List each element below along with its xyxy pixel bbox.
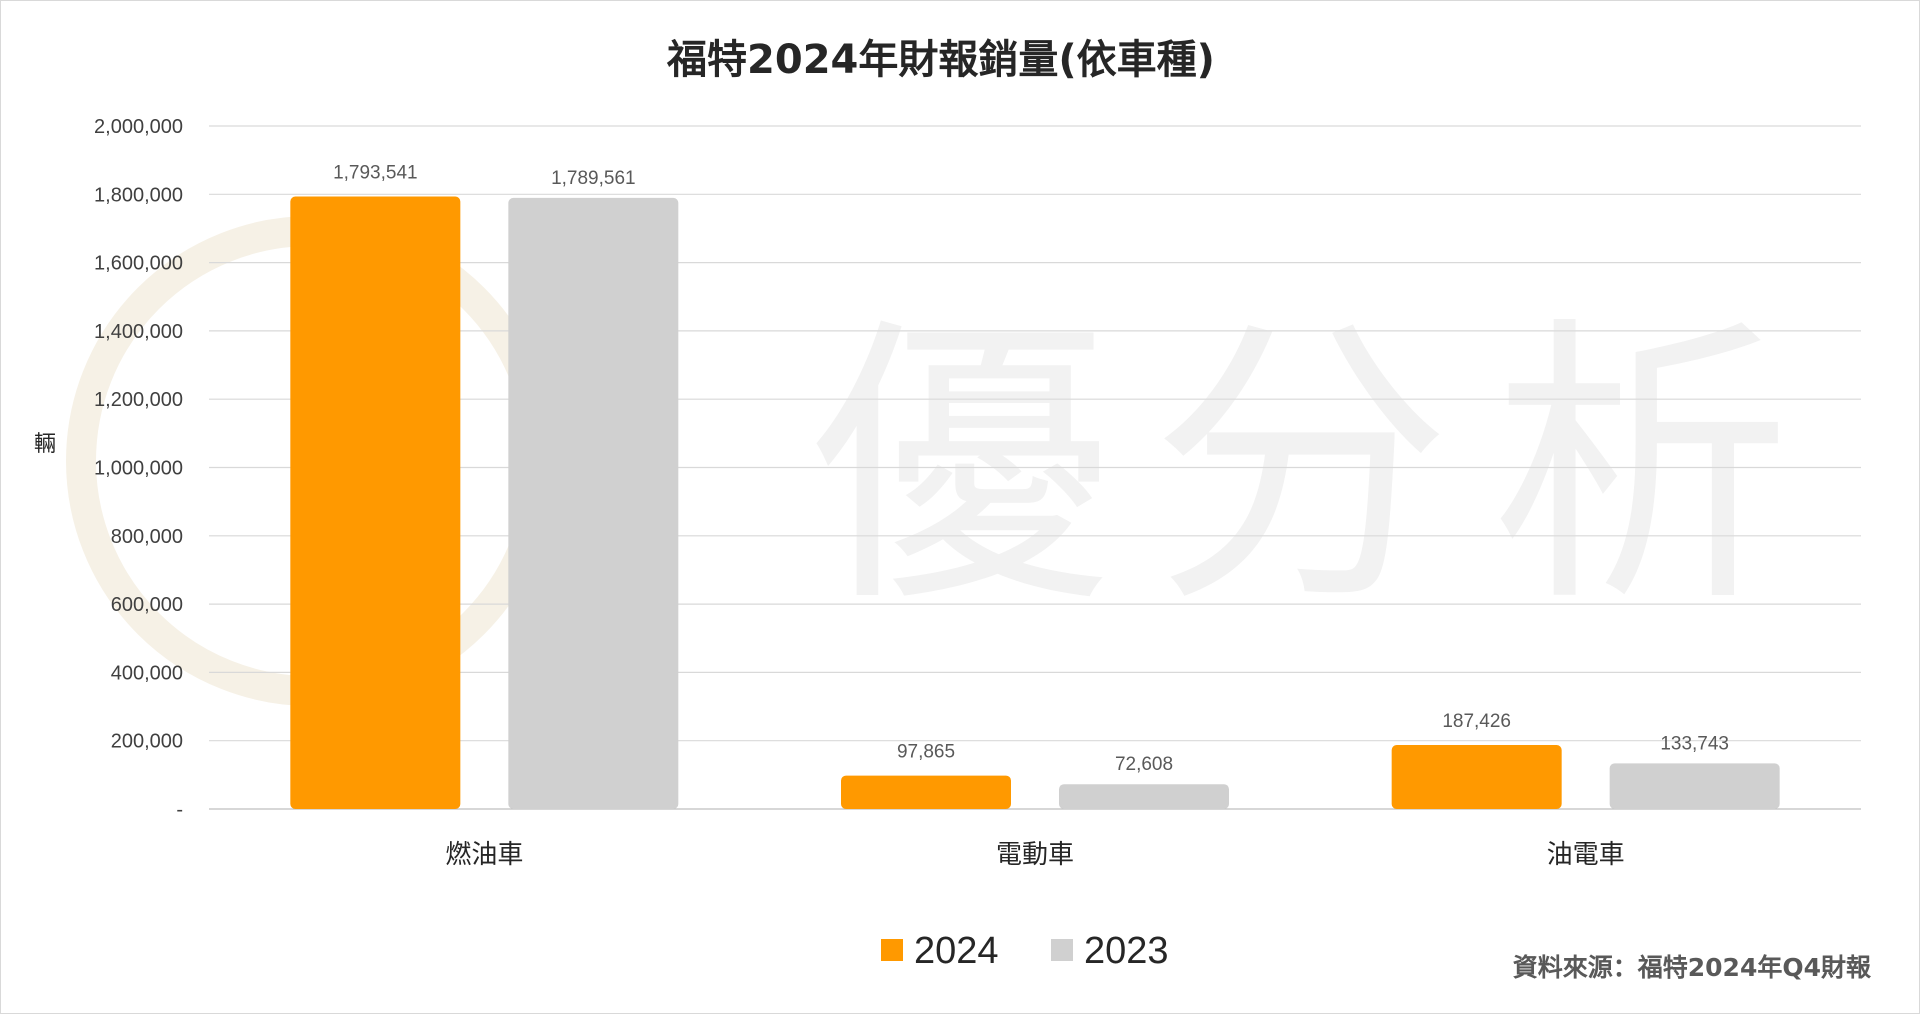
- bar-2024-2: [1391, 744, 1562, 809]
- y-tick-label: 1,600,000: [94, 253, 183, 275]
- bar-2024-0: [290, 196, 461, 810]
- gridlines: [209, 125, 1861, 810]
- data-label: 187,426: [1442, 711, 1511, 732]
- chart-title: 福特2024年財報銷量(依車種): [666, 37, 1215, 83]
- bar-2023-0: [508, 197, 679, 809]
- legend-swatch-2024: [881, 939, 903, 961]
- legend-swatch-2023: [1051, 939, 1073, 961]
- y-tick-label: 2,000,000: [94, 116, 183, 138]
- y-tick-label: 800,000: [111, 526, 183, 548]
- x-category-label: 電動車: [996, 840, 1074, 870]
- legend-label: 2024: [914, 930, 999, 972]
- data-label: 72,608: [1115, 754, 1173, 775]
- y-tick-label: 1,400,000: [94, 321, 183, 343]
- x-axis-categories: 燃油車 電動車 油電車: [445, 840, 1624, 870]
- y-axis-ticks: - 200,000 400,000 600,000 800,000 1,000,000 1,…: [94, 116, 183, 821]
- y-tick-label: 1,000,000: [94, 458, 183, 480]
- data-label: 1,789,561: [551, 168, 636, 189]
- y-tick-label: 200,000: [111, 731, 183, 753]
- data-label: 97,865: [897, 742, 955, 763]
- bar-2024-1: [841, 775, 1011, 809]
- legend: 2024 2023: [881, 930, 1169, 972]
- y-tick-label: -: [176, 799, 183, 821]
- bars: [290, 196, 1780, 810]
- x-category-label: 燃油車: [445, 840, 523, 870]
- data-label: 1,793,541: [333, 163, 418, 184]
- y-tick-label: 600,000: [111, 594, 183, 616]
- data-label: 133,743: [1660, 733, 1729, 754]
- y-tick-label: 1,800,000: [94, 184, 183, 206]
- bar-2023-1: [1059, 784, 1229, 809]
- y-tick-label: 1,200,000: [94, 389, 183, 411]
- x-category-label: 油電車: [1547, 840, 1625, 870]
- source-note: 資料來源：福特2024年Q4財報: [1513, 953, 1872, 982]
- bar-2023-2: [1609, 763, 1780, 809]
- y-axis-label: 輛: [34, 432, 56, 457]
- legend-label: 2023: [1084, 930, 1169, 972]
- y-tick-label: 400,000: [111, 662, 183, 684]
- data-labels: 1,793,541 1,789,561 97,865 72,608 187,426 133…: [333, 163, 1729, 776]
